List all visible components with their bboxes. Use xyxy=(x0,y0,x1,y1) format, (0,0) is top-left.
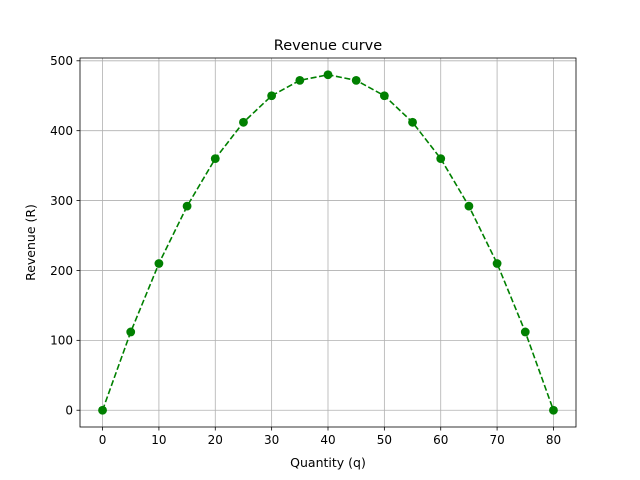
data-point xyxy=(98,405,107,415)
chart-title: Revenue curve xyxy=(274,38,382,54)
data-point xyxy=(295,75,305,85)
y-tick-label: 400 xyxy=(50,124,73,138)
axis-ticks: 0 10 20 30 40 50 60 70 80 0 100 200 300 400 500 xyxy=(50,54,561,447)
data-point xyxy=(154,259,164,268)
x-tick-label: 70 xyxy=(489,433,504,447)
y-tick-label: 300 xyxy=(50,194,73,208)
grid-lines xyxy=(80,58,576,427)
series-layer xyxy=(98,70,558,415)
data-point xyxy=(239,117,248,127)
data-point xyxy=(182,201,192,211)
data-point xyxy=(267,91,277,101)
data-point xyxy=(323,70,333,80)
data-point xyxy=(520,327,530,337)
y-axis-label: Revenue (R) xyxy=(23,204,38,281)
data-point xyxy=(210,154,220,164)
x-tick-label: 50 xyxy=(377,433,392,447)
x-tick-label: 20 xyxy=(208,433,223,447)
x-tick-label: 60 xyxy=(433,433,448,447)
x-tick-label: 40 xyxy=(320,433,335,447)
x-tick-label: 30 xyxy=(264,433,279,447)
x-tick-label: 80 xyxy=(546,433,561,447)
x-tick-label: 0 xyxy=(99,433,107,447)
data-point xyxy=(549,405,558,415)
data-point xyxy=(126,327,136,337)
data-point xyxy=(408,117,417,127)
data-point xyxy=(351,75,361,85)
y-tick-label: 0 xyxy=(65,404,73,418)
data-point xyxy=(464,201,474,211)
x-axis-label: Quantity (q) xyxy=(290,455,366,470)
x-tick-label: 10 xyxy=(151,433,166,447)
data-point xyxy=(436,154,446,164)
y-tick-label: 500 xyxy=(50,54,73,68)
y-tick-label: 100 xyxy=(50,334,73,348)
data-point xyxy=(492,259,502,268)
data-point xyxy=(379,91,389,101)
y-tick-label: 200 xyxy=(50,264,73,278)
